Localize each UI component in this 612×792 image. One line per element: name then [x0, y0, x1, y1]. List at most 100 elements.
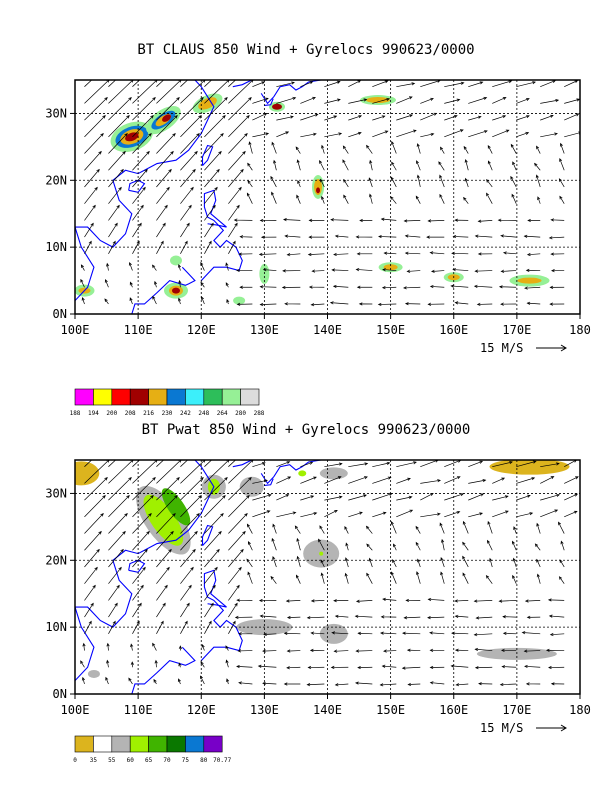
bottom-wind-arrow	[331, 631, 349, 635]
bottom-wind-arrow	[444, 510, 461, 518]
top-x-tick-label: 130E	[250, 323, 279, 337]
bottom-wind-arrow	[534, 543, 541, 551]
top-wind-arrow	[516, 131, 530, 138]
top-wind-arrow	[204, 150, 222, 171]
top-wind-arrow	[468, 130, 488, 138]
bottom-wind-arrow	[84, 494, 106, 518]
top-wind-arrow	[247, 180, 253, 188]
bottom-wind-arrow	[499, 682, 517, 687]
bottom-wind-arrow	[132, 477, 156, 501]
bottom-wind-arrow	[512, 574, 517, 584]
top-wind-arrow	[511, 193, 517, 204]
bottom-wind-arrow	[516, 477, 536, 484]
bottom-wind-arrow	[180, 494, 202, 518]
top-wind-arrow	[108, 97, 132, 121]
top-wind-arrow	[534, 162, 541, 171]
top-field-blob	[233, 296, 246, 305]
bottom-wind-arrow	[489, 557, 493, 568]
bottom-wind-arrow	[132, 494, 154, 518]
bottom-wind-arrow	[225, 659, 229, 668]
top-wind-arrow	[439, 174, 445, 188]
bottom-wind-arrow	[228, 460, 237, 467]
top-wind-arrow	[132, 114, 154, 138]
bottom-field-blob	[489, 460, 570, 475]
bottom-wind-arrow	[454, 648, 469, 652]
bottom-colorbar-swatch	[129, 735, 149, 753]
top-wind-arrow	[535, 174, 541, 188]
bottom-wind-arrow	[474, 666, 493, 670]
top-wind-arrow	[527, 218, 541, 223]
top-wind-arrow	[236, 268, 253, 273]
bottom-wind-arrow	[474, 647, 493, 652]
top-panel-title: BT CLAUS 850 Wind + Gyrelocs 990623/0000	[137, 42, 475, 58]
top-wind-arrow	[321, 144, 325, 154]
bottom-vector-reference-label: 15 M/S	[480, 721, 523, 735]
bottom-wind-arrow	[381, 664, 397, 668]
top-wind-arrow	[283, 218, 301, 222]
top-wind-arrow	[358, 302, 373, 306]
bottom-wind-arrow	[429, 631, 445, 635]
top-wind-arrow	[236, 302, 253, 306]
top-wind-arrow	[180, 168, 196, 188]
top-colorbar-swatch	[166, 388, 186, 406]
bottom-wind-arrow	[80, 660, 85, 668]
top-wind-arrow	[156, 168, 172, 188]
bottom-wind-arrow	[524, 664, 541, 669]
top-wind-arrow	[564, 113, 580, 121]
bottom-wind-arrow	[132, 460, 141, 467]
top-wind-arrow	[180, 114, 202, 138]
bottom-wind-arrow	[84, 512, 104, 534]
top-wind-arrow	[429, 284, 445, 289]
bottom-field-blob	[87, 669, 100, 678]
bottom-wind-arrow	[402, 631, 421, 635]
bottom-field-blob	[143, 494, 184, 546]
bottom-wind-arrow	[440, 556, 445, 568]
top-wind-arrow	[342, 145, 349, 154]
top-wind-arrow	[420, 112, 438, 121]
top-wind-arrow	[331, 268, 349, 272]
top-wind-arrow	[420, 80, 441, 88]
top-wind-arrow	[80, 264, 85, 271]
bottom-colorbar-label: 80	[200, 757, 208, 764]
bottom-wind-arrow	[156, 460, 165, 467]
bottom-wind-arrow	[444, 476, 461, 484]
top-wind-arrow	[180, 132, 200, 154]
bottom-field-blob	[239, 476, 264, 497]
bottom-wind-arrow	[545, 648, 565, 652]
top-wind-arrow	[276, 81, 295, 88]
bottom-wind-arrow	[257, 664, 277, 668]
bottom-colorbar-label: 55	[108, 757, 116, 764]
bottom-wind-arrow	[427, 597, 445, 602]
bottom-wind-arrow	[84, 548, 100, 568]
top-wind-arrow	[510, 143, 517, 154]
top-wind-arrow	[477, 219, 493, 223]
top-wind-arrow	[391, 140, 397, 154]
bottom-wind-arrow	[324, 509, 338, 518]
top-wind-arrow	[271, 191, 277, 204]
bottom-coastline	[75, 460, 215, 682]
bottom-wind-arrow	[516, 460, 537, 468]
top-coastline	[260, 80, 322, 105]
bottom-wind-arrow	[485, 574, 493, 584]
bottom-wind-arrow	[344, 572, 349, 584]
bottom-y-tick-label: 10N	[45, 620, 67, 634]
bottom-wind-arrow	[262, 649, 277, 653]
top-wind-arrow	[450, 284, 469, 288]
bottom-wind-arrow	[307, 665, 325, 670]
bottom-wind-arrow	[396, 495, 413, 501]
top-wind-arrow	[80, 278, 85, 288]
bottom-coastline	[232, 460, 260, 468]
bottom-wind-arrow	[324, 462, 343, 468]
bottom-field-blob	[75, 461, 100, 486]
bottom-wind-arrow	[524, 599, 541, 603]
bottom-wind-arrow	[234, 615, 253, 619]
bottom-wind-arrow	[259, 614, 277, 618]
top-wind-arrow	[348, 80, 362, 87]
top-wind-arrow	[487, 160, 493, 171]
bottom-wind-arrow	[401, 666, 421, 670]
bottom-wind-arrow	[306, 616, 325, 620]
bottom-wind-arrow	[462, 541, 469, 551]
bottom-wind-arrow	[272, 555, 277, 568]
bottom-wind-arrow	[502, 615, 517, 619]
top-wind-arrow	[468, 96, 488, 104]
